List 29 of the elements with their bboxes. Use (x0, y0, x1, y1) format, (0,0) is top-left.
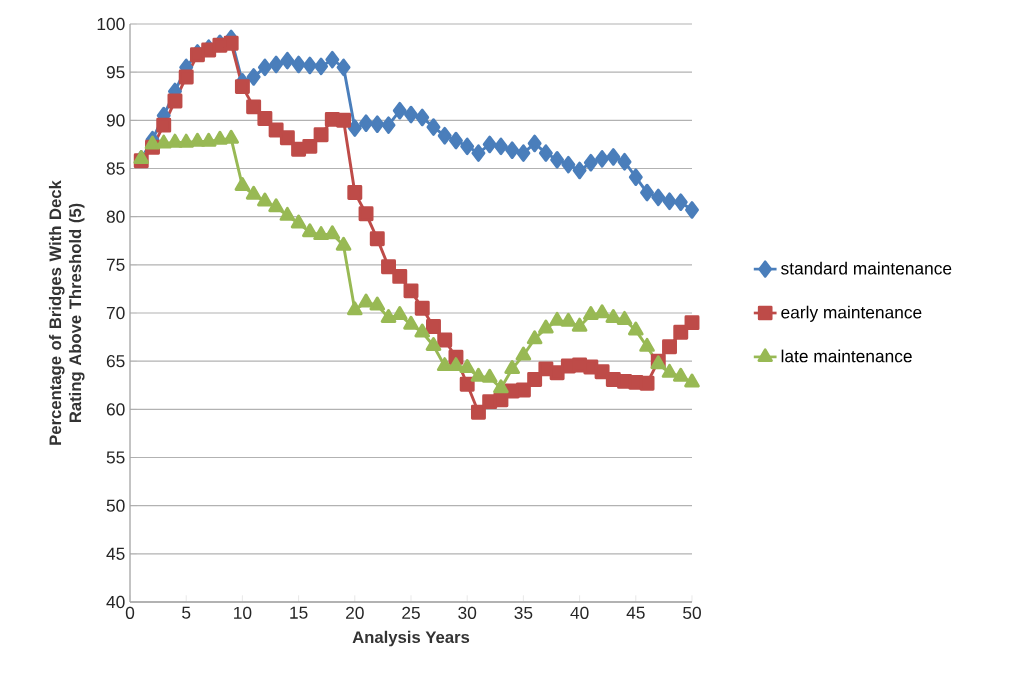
y-tick-label: 70 (106, 306, 125, 320)
x-tick-label: 50 (683, 606, 701, 619)
x-tick-label: 25 (402, 606, 420, 619)
legend-label: early maintenance (781, 305, 922, 322)
x-tick-label: 15 (290, 606, 308, 619)
x-tick-label: 30 (458, 606, 477, 619)
y-tick-label: 95 (106, 66, 125, 79)
x-tick-label: 20 (346, 606, 364, 619)
x-tick-label: 45 (626, 606, 645, 619)
y-tick-label: 40 (106, 595, 125, 609)
x-tick-label: 40 (570, 606, 589, 619)
x-tick-label: 10 (234, 606, 252, 619)
legend-label: late maintenance (781, 349, 912, 363)
y-tick-label: 60 (106, 403, 125, 416)
y-tick-label: 100 (97, 17, 125, 31)
y-axis-title: Percentage of Bridges With Deck Rating Above Threshold (5) (48, 180, 85, 445)
y-tick-label: 75 (106, 258, 125, 271)
y-tick-label: 85 (106, 162, 125, 175)
y-tick-label: 55 (106, 451, 125, 464)
y-tick-label: 45 (106, 547, 125, 560)
x-tick-label: 5 (182, 606, 191, 619)
x-axis-title: Analysis Years (352, 630, 470, 647)
y-tick-label: 80 (106, 210, 125, 223)
x-tick-label: 35 (514, 606, 533, 619)
y-tick-label: 90 (106, 114, 125, 127)
x-tick-label: 0 (125, 606, 135, 619)
y-tick-label: 65 (106, 355, 125, 368)
legend-label: standard maintenance (781, 261, 952, 275)
y-tick-label: 50 (106, 499, 125, 512)
